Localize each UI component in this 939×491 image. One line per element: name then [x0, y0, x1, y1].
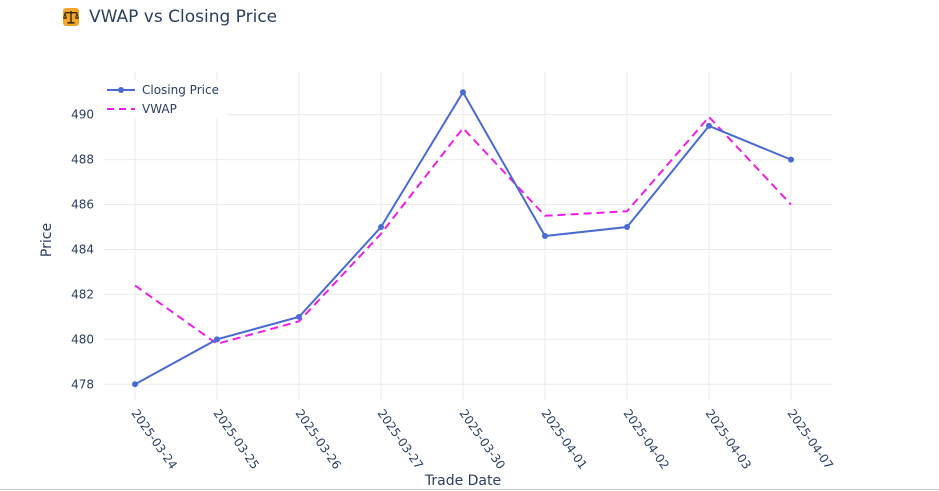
chart-title: VWAP vs Closing Price [89, 7, 278, 27]
balance-scale-icon [61, 7, 81, 27]
y-tick-label: 488 [71, 153, 94, 167]
closing-price-point[interactable] [706, 122, 712, 129]
x-tick-label: 2025-03-24 [129, 407, 180, 472]
grid-lines [104, 72, 832, 400]
y-tick-label: 480 [71, 332, 94, 346]
closing-price-point[interactable] [214, 336, 220, 343]
y-tick-label: 484 [71, 242, 94, 256]
y-axis-title: Price [39, 223, 55, 257]
legend-item-vwap[interactable]: VWAP [107, 102, 177, 116]
x-axis-title: Trade Date [424, 473, 501, 489]
y-tick-label: 478 [71, 377, 94, 391]
closing-price-point[interactable] [378, 224, 384, 231]
closing-price-point[interactable] [788, 156, 794, 163]
x-axis-ticks: 2025-03-24 2025-03-25 2025-03-26 2025-03-27… [129, 407, 836, 472]
legend[interactable]: Closing Price VWAP [102, 80, 226, 118]
closing-price-point[interactable] [132, 381, 138, 388]
legend-item-closing-price[interactable]: Closing Price [107, 83, 219, 97]
x-tick-label: 2025-04-02 [621, 407, 672, 472]
y-axis-ticks: 478 480 482 484 486 488 490 [71, 108, 94, 392]
x-tick-label: 2025-04-07 [785, 407, 836, 472]
bottom-divider [0, 489, 939, 490]
closing-price-point[interactable] [624, 224, 630, 231]
closing-price-point[interactable] [460, 89, 466, 96]
x-tick-label: 2025-04-01 [539, 407, 590, 472]
x-tick-label: 2025-03-30 [457, 407, 508, 472]
closing-price-point[interactable] [296, 313, 302, 320]
y-tick-label: 486 [71, 198, 94, 212]
legend-label-vwap: VWAP [142, 102, 177, 116]
x-tick-label: 2025-04-03 [703, 407, 754, 472]
chart-title-row: VWAP vs Closing Price [61, 4, 277, 30]
x-tick-label: 2025-03-26 [293, 407, 344, 472]
x-tick-label: 2025-03-27 [375, 407, 426, 472]
series-lines [132, 89, 794, 388]
closing-price-point[interactable] [542, 233, 548, 239]
x-tick-label: 2025-03-25 [211, 407, 262, 472]
y-tick-label: 490 [71, 108, 94, 122]
y-tick-label: 482 [71, 287, 94, 301]
legend-label-closing-price: Closing Price [142, 83, 219, 97]
